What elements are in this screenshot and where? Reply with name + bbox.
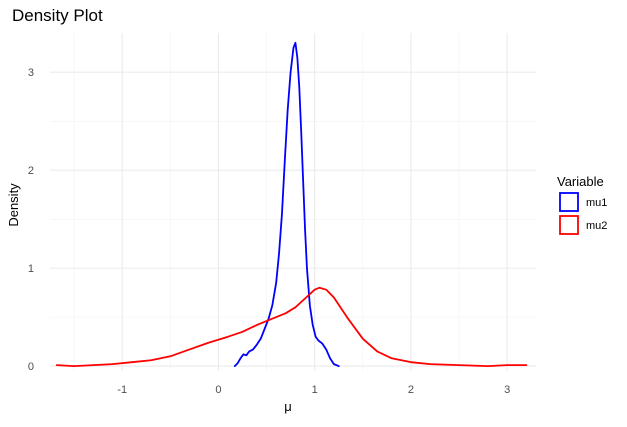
legend-key-mu1 [559,192,579,212]
series-layer [55,41,528,367]
y-axis-title: Density [6,183,21,227]
series-line-mu1 [233,41,340,367]
x-tick-label: 1 [312,384,318,396]
series-line-mu2 [55,286,528,367]
y-tick-label: 0 [28,361,34,373]
legend: Variable mu1 mu2 [557,174,607,235]
grid-major [50,33,536,371]
legend-label-mu2: mu2 [586,220,607,232]
grid-minor [50,33,536,371]
x-axis-title: μ [284,399,292,414]
y-tick-label: 3 [28,67,34,79]
x-tick-label: 0 [215,384,221,396]
legend-label-mu1: mu1 [586,197,607,209]
x-tick-label: 3 [504,384,510,396]
chart-title: Density Plot [12,6,103,25]
y-tick-label: 1 [28,263,34,275]
legend-key-mu2 [559,215,579,235]
y-axis-ticks: 0 1 2 3 [28,67,34,373]
x-tick-label: 2 [408,384,414,396]
y-tick-label: 2 [28,165,34,177]
legend-items: mu1 mu2 [559,192,607,235]
legend-title: Variable [557,174,604,189]
x-axis-ticks: -1 0 1 2 3 [117,384,510,396]
x-tick-label: -1 [117,384,127,396]
